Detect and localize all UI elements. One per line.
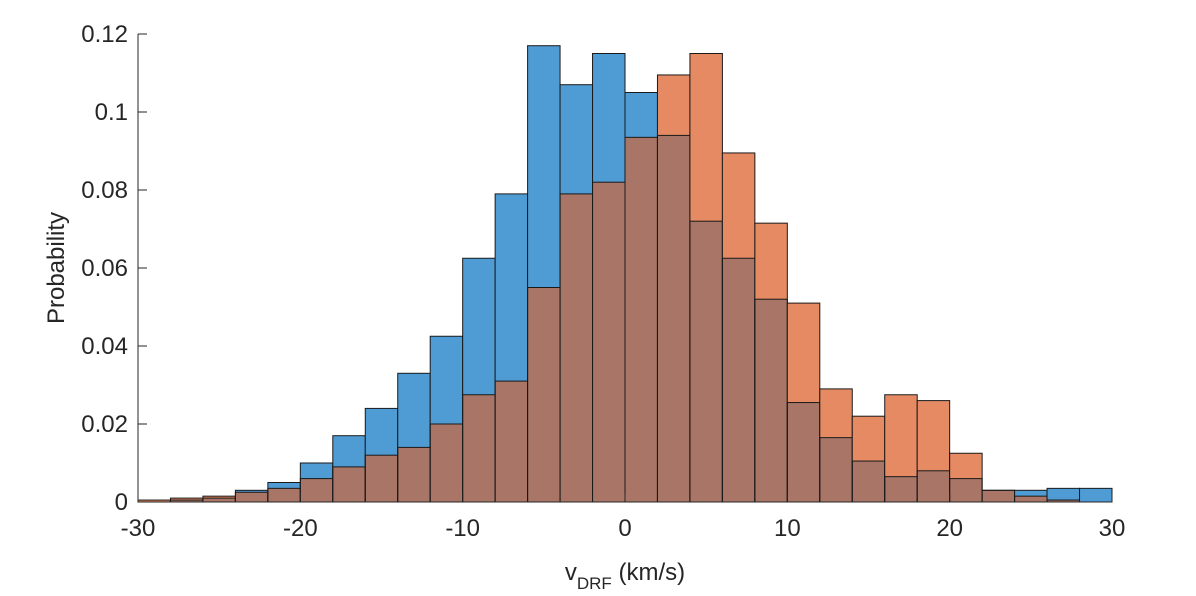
histogram-bar-series-1 (462, 258, 496, 395)
histogram-bar-overlap (397, 447, 431, 502)
histogram-bar-overlap (625, 137, 658, 502)
x-axis-label-subscript: DRF (577, 574, 612, 593)
histogram-bar-series-2 (170, 498, 203, 501)
histogram-bar-overlap (852, 461, 885, 502)
histogram-bar-series-1 (397, 373, 431, 448)
histogram-bar-series-2 (754, 223, 788, 300)
histogram-bar-overlap (819, 437, 853, 502)
x-tick-label: 20 (936, 515, 963, 542)
histogram-bar-overlap (657, 135, 690, 502)
histogram-bar-overlap (300, 478, 333, 502)
y-tick-label: 0.08 (81, 177, 128, 204)
histogram-bar-overlap (430, 424, 463, 502)
histogram-bar-series-1 (625, 92, 658, 138)
histogram-bar-overlap (462, 394, 496, 502)
histogram-bar-overlap (170, 500, 203, 502)
histogram-bar-series-2 (657, 74, 690, 136)
y-tick-label: 0 (115, 489, 128, 516)
histogram-bar-series-1 (592, 53, 625, 183)
histogram-bar-series-1 (1047, 488, 1080, 501)
histogram-bar-series-2 (689, 53, 723, 222)
x-tick-label: 0 (618, 515, 631, 542)
x-tick-label: 10 (774, 515, 801, 542)
histogram-bar-series-1 (560, 84, 593, 194)
histogram-bar-overlap (267, 488, 301, 502)
histogram-bar-overlap (982, 490, 1015, 502)
histogram-bar-series-1 (267, 482, 301, 489)
histogram-bar-series-1 (430, 336, 463, 424)
histogram-bar-series-1 (1079, 488, 1112, 502)
histogram-bar-overlap (949, 478, 983, 502)
histogram-bar-overlap (722, 258, 755, 502)
histogram-bar-overlap (689, 221, 723, 502)
histogram-bar-overlap (560, 193, 593, 502)
histogram-bar-overlap (884, 476, 918, 502)
histogram-bar-series-2 (852, 416, 885, 462)
histogram-bar-series-1 (332, 435, 366, 467)
histogram-bar-overlap (754, 299, 788, 502)
histogram-bar-series-2 (202, 496, 236, 499)
histogram-bar-series-1 (495, 193, 528, 382)
x-tick-label: -30 (121, 515, 156, 542)
histogram-bar-series-1 (365, 408, 398, 456)
histogram-bar-series-2 (787, 303, 820, 403)
histogram-bar-series-1 (527, 45, 561, 288)
bars-layer (137, 45, 1113, 503)
y-tick-label: 0.1 (95, 99, 128, 126)
histogram-bar-overlap (1047, 500, 1080, 502)
histogram-bar-overlap (1014, 496, 1048, 502)
y-tick-label: 0.12 (81, 21, 128, 48)
histogram-bar-overlap (917, 470, 950, 502)
histogram-bar-overlap (332, 466, 366, 502)
y-tick-label: 0.06 (81, 255, 128, 282)
histogram-bar-overlap (592, 182, 625, 502)
histogram-bar-series-1 (235, 490, 268, 493)
histogram-bar-series-2 (917, 400, 950, 471)
y-tick-label: 0.02 (81, 411, 128, 438)
x-tick-label: -20 (283, 515, 318, 542)
x-tick-label: -10 (445, 515, 480, 542)
x-tick-label: 30 (1099, 515, 1126, 542)
x-axis-label-main: v (565, 559, 577, 586)
histogram-bar-series-2 (949, 453, 983, 479)
histogram-bar-overlap (495, 381, 528, 502)
histogram-bar-series-1 (1014, 490, 1048, 497)
y-axis-label: Probability (43, 212, 70, 324)
histogram-bar-series-2 (819, 388, 853, 438)
histogram-bar-series-1 (300, 463, 333, 479)
histogram-bar-series-2 (884, 394, 918, 477)
ticks-layer: 0 0.02 0.04 0.06 0.08 0.1 0.12 -30 -20 -10 0 10 20 30 (81, 21, 1125, 542)
x-axis-label: vDRF (km/s) (565, 559, 685, 593)
histogram-bar-overlap (235, 492, 268, 502)
x-axis-label-unit: (km/s) (612, 559, 685, 586)
histogram-bar-overlap (365, 455, 398, 502)
histogram-bar-overlap (527, 287, 561, 502)
histogram-bar-series-2 (138, 500, 171, 502)
y-tick-label: 0.04 (81, 333, 128, 360)
histogram-bar-overlap (202, 498, 236, 502)
histogram-bar-series-2 (722, 152, 755, 259)
histogram-bar-overlap (787, 402, 820, 502)
